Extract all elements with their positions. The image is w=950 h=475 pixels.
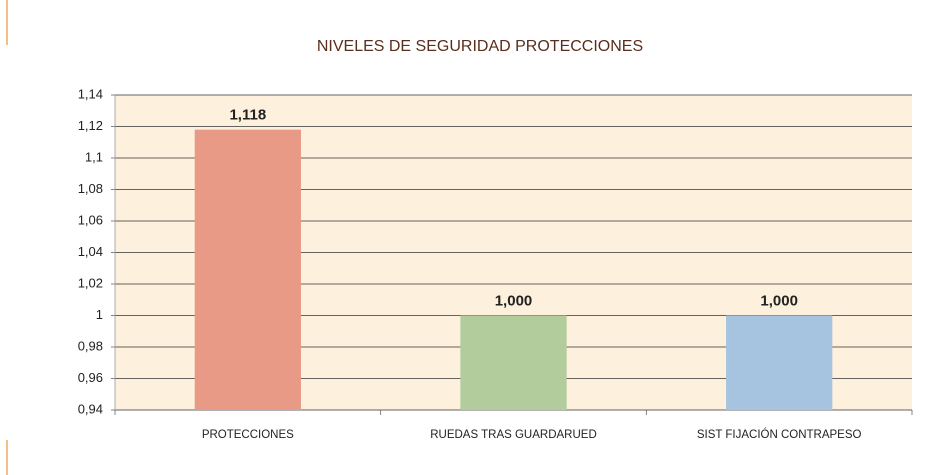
y-tick-label: 1,12 — [78, 118, 103, 133]
y-tick-label: 0,94 — [78, 401, 103, 416]
x-tick-label: SIST FIJACIÓN CONTRAPESO — [697, 428, 862, 441]
y-tick-label: 1,02 — [78, 275, 103, 290]
x-tick-label: PROTECCIONES — [202, 429, 294, 441]
y-tick-label: 1,04 — [78, 244, 103, 259]
y-tick-label: 1,08 — [78, 181, 103, 196]
bar — [460, 315, 567, 410]
y-tick-label: 1,06 — [78, 212, 103, 227]
value-label: 1,000 — [495, 292, 533, 309]
y-tick-label: 1,1 — [85, 149, 103, 164]
value-label: 1,118 — [229, 107, 266, 124]
chart-title: NIVELES DE SEGURIDAD PROTECCIONES — [317, 38, 643, 55]
y-tick-label: 1,14 — [78, 86, 103, 101]
y-tick-label: 0,98 — [78, 338, 103, 353]
y-tick-label: 0,96 — [78, 370, 103, 385]
bar — [726, 315, 833, 410]
x-tick-label: RUEDAS TRAS GUARDARUED — [430, 429, 597, 441]
bar — [194, 129, 301, 410]
y-tick-label: 1 — [96, 307, 103, 322]
value-label: 1,000 — [760, 292, 798, 309]
